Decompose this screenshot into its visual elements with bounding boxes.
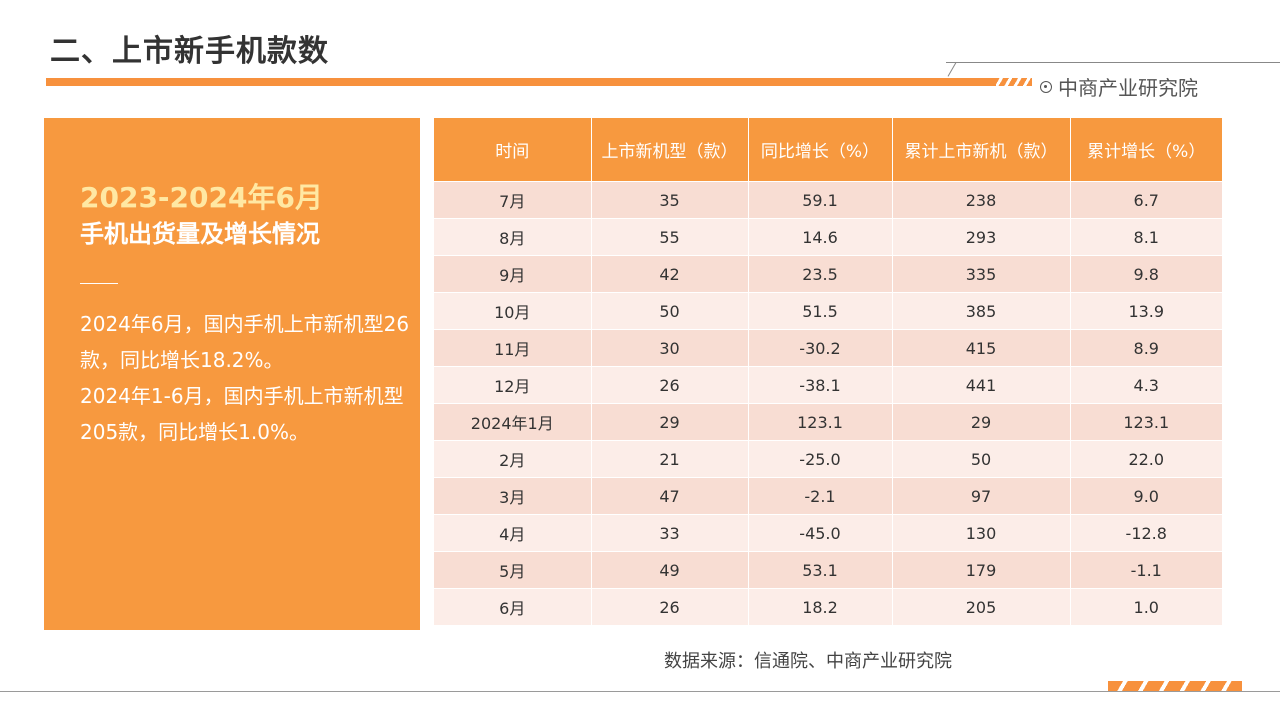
table-header-row: 时间 上市新机型（款） 同比增长（%） 累计上市新机（款） 累计增长（%）	[434, 118, 1222, 182]
cell-cumulative-growth: -12.8	[1070, 514, 1222, 552]
panel-paragraph-1: 2024年6月，国内手机上市新机型26款，同比增长18.2%。	[80, 312, 410, 372]
cell-cumulative-models: 97	[892, 477, 1071, 515]
cell-time: 4月	[434, 514, 592, 552]
cell-cumulative-models: 205	[892, 588, 1071, 625]
cell-cumulative-growth: 6.7	[1070, 181, 1222, 219]
cell-new-models: 33	[591, 514, 749, 552]
panel-body: 2024年6月，国内手机上市新机型26款，同比增长18.2%。 2024年1-6…	[80, 306, 410, 450]
cell-cumulative-growth: 13.9	[1070, 292, 1222, 330]
summary-panel: 2023-2024年6月 手机出货量及增长情况 2024年6月，国内手机上市新机…	[44, 118, 420, 630]
table-row: 5月 49 53.1 179 -1.1	[434, 551, 1222, 589]
cell-yoy-growth: -25.0	[748, 440, 893, 478]
cell-cumulative-growth: 123.1	[1070, 403, 1222, 441]
cell-time: 8月	[434, 218, 592, 256]
cell-new-models: 21	[591, 440, 749, 478]
panel-year-title: 2023-2024年6月	[80, 181, 323, 214]
cell-time: 3月	[434, 477, 592, 515]
data-source: 数据来源：信通院、中商产业研究院	[664, 651, 952, 672]
table-row: 4月 33 -45.0 130 -12.8	[434, 514, 1222, 552]
page-title: 二、上市新手机款数	[50, 34, 329, 69]
cell-new-models: 47	[591, 477, 749, 515]
footer-line	[0, 691, 1280, 692]
footer-stripe-decoration	[1108, 681, 1242, 691]
cell-cumulative-growth: 8.9	[1070, 329, 1222, 367]
cell-yoy-growth: 53.1	[748, 551, 893, 589]
cell-time: 9月	[434, 255, 592, 293]
header-stripe-decoration	[996, 78, 1032, 86]
cell-cumulative-models: 385	[892, 292, 1071, 330]
cell-time: 5月	[434, 551, 592, 589]
cell-yoy-growth: -2.1	[748, 477, 893, 515]
header-cumulative-models: 累计上市新机（款）	[892, 118, 1071, 182]
cell-new-models: 55	[591, 218, 749, 256]
table-row: 11月 30 -30.2 415 8.9	[434, 329, 1222, 367]
header-time: 时间	[434, 118, 592, 182]
cell-cumulative-growth: 1.0	[1070, 588, 1222, 625]
cell-time: 11月	[434, 329, 592, 367]
table-row: 8月 55 14.6 293 8.1	[434, 218, 1222, 256]
cell-cumulative-models: 179	[892, 551, 1071, 589]
cell-cumulative-growth: 8.1	[1070, 218, 1222, 256]
cell-yoy-growth: -45.0	[748, 514, 893, 552]
panel-paragraph-2: 2024年1-6月，国内手机上市新机型205款，同比增长1.0%。	[80, 384, 404, 444]
table-row: 3月 47 -2.1 97 9.0	[434, 477, 1222, 515]
cell-cumulative-growth: 22.0	[1070, 440, 1222, 478]
cell-new-models: 49	[591, 551, 749, 589]
brand-label: 中商产业研究院	[1040, 72, 1198, 101]
cell-yoy-growth: 23.5	[748, 255, 893, 293]
cell-new-models: 50	[591, 292, 749, 330]
cell-yoy-growth: -38.1	[748, 366, 893, 404]
cell-yoy-growth: 123.1	[748, 403, 893, 441]
panel-subtitle: 手机出货量及增长情况	[80, 220, 320, 248]
cell-new-models: 26	[591, 588, 749, 625]
table-row: 2024年1月 29 123.1 29 123.1	[434, 403, 1222, 441]
cell-cumulative-models: 441	[892, 366, 1071, 404]
cell-yoy-growth: 18.2	[748, 588, 893, 625]
header-thin-line	[946, 62, 1280, 63]
cell-cumulative-models: 238	[892, 181, 1071, 219]
table-row: 6月 26 18.2 205 1.0	[434, 588, 1222, 625]
cell-cumulative-models: 415	[892, 329, 1071, 367]
header-yoy-growth: 同比增长（%）	[748, 118, 893, 182]
cell-cumulative-growth: 9.8	[1070, 255, 1222, 293]
cell-cumulative-models: 335	[892, 255, 1071, 293]
cell-cumulative-models: 130	[892, 514, 1071, 552]
cell-new-models: 42	[591, 255, 749, 293]
cell-time: 7月	[434, 181, 592, 219]
table-row: 10月 50 51.5 385 13.9	[434, 292, 1222, 330]
cell-yoy-growth: 51.5	[748, 292, 893, 330]
cell-cumulative-models: 50	[892, 440, 1071, 478]
table-row: 12月 26 -38.1 441 4.3	[434, 366, 1222, 404]
cell-new-models: 26	[591, 366, 749, 404]
table-row: 7月 35 59.1 238 6.7	[434, 181, 1222, 219]
cell-cumulative-growth: 4.3	[1070, 366, 1222, 404]
header-new-models: 上市新机型（款）	[591, 118, 749, 182]
cell-time: 2月	[434, 440, 592, 478]
cell-yoy-growth: 14.6	[748, 218, 893, 256]
cell-cumulative-models: 29	[892, 403, 1071, 441]
cell-yoy-growth: -30.2	[748, 329, 893, 367]
cell-cumulative-models: 293	[892, 218, 1071, 256]
cell-new-models: 35	[591, 181, 749, 219]
panel-divider	[80, 283, 118, 284]
cell-time: 10月	[434, 292, 592, 330]
cell-cumulative-growth: 9.0	[1070, 477, 1222, 515]
data-table: 时间 上市新机型（款） 同比增长（%） 累计上市新机（款） 累计增长（%） 7月…	[434, 118, 1222, 625]
cell-time: 12月	[434, 366, 592, 404]
cell-time: 2024年1月	[434, 403, 592, 441]
circle-dot-icon	[1040, 80, 1052, 93]
header-accent-bar	[46, 78, 1030, 86]
table-row: 2月 21 -25.0 50 22.0	[434, 440, 1222, 478]
cell-new-models: 30	[591, 329, 749, 367]
cell-cumulative-growth: -1.1	[1070, 551, 1222, 589]
header-cumulative-growth: 累计增长（%）	[1070, 118, 1222, 182]
cell-new-models: 29	[591, 403, 749, 441]
header-thin-line-diagonal	[947, 62, 957, 77]
cell-time: 6月	[434, 588, 592, 625]
table-row: 9月 42 23.5 335 9.8	[434, 255, 1222, 293]
cell-yoy-growth: 59.1	[748, 181, 893, 219]
brand-name: 中商产业研究院	[1058, 76, 1198, 100]
